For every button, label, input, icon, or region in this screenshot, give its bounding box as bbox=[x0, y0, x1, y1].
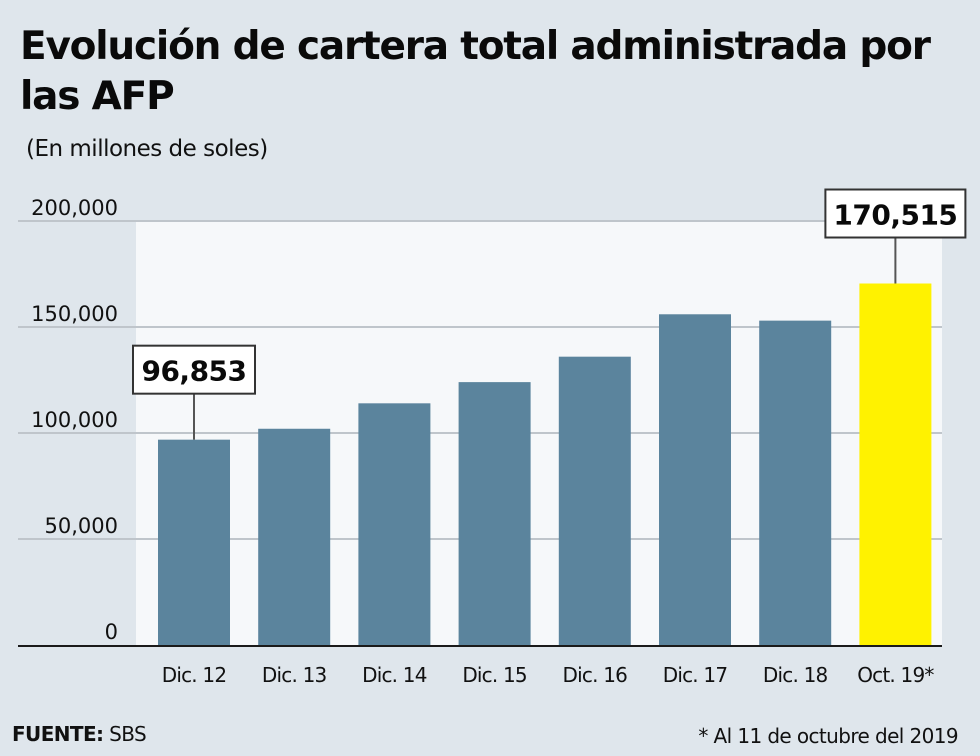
chart-subtitle: (En millones de soles) bbox=[26, 136, 268, 162]
bar bbox=[759, 320, 832, 645]
callout-box bbox=[132, 344, 256, 395]
x-tick-label: Dic. 15 bbox=[462, 663, 527, 687]
y-axis-ticks: 0 50,000 100,000 150,000 200,000 bbox=[31, 196, 118, 644]
x-tick-label: Dic. 18 bbox=[763, 663, 828, 687]
bar bbox=[659, 314, 731, 645]
x-axis-labels: Dic. 12 Dic. 13 Dic. 14 Dic. 15 Dic. 16 Dic. … bbox=[162, 663, 935, 687]
y-tick-label: 50,000 bbox=[45, 514, 118, 538]
source-label: FUENTE: bbox=[12, 722, 104, 746]
source-value: SBS bbox=[109, 722, 147, 746]
bar bbox=[158, 439, 230, 645]
y-tick-label: 0 bbox=[105, 620, 118, 644]
data-label: 170,515 bbox=[833, 199, 957, 232]
callout: 170,515 bbox=[824, 188, 967, 284]
bar bbox=[558, 356, 631, 645]
x-tick-label: Dic. 17 bbox=[663, 663, 728, 687]
x-tick-label: Dic. 16 bbox=[563, 663, 628, 687]
callout: 96,853 bbox=[132, 344, 256, 440]
source-note: FUENTE: SBS bbox=[12, 722, 147, 746]
chart-title: Evolución de cartera total administrada … bbox=[20, 24, 931, 119]
footnote: * Al 11 de octubre del 2019 bbox=[698, 724, 958, 748]
x-tick-label: Dic. 14 bbox=[362, 663, 427, 687]
callout-box bbox=[824, 188, 967, 239]
y-tick-label: 200,000 bbox=[31, 196, 118, 220]
x-tick-label: Dic. 13 bbox=[262, 663, 327, 687]
bar bbox=[358, 403, 431, 645]
bar bbox=[859, 283, 932, 645]
x-tick-label: Dic. 12 bbox=[162, 663, 227, 687]
bar bbox=[258, 428, 331, 645]
callouts: 96,853 170,515 bbox=[132, 188, 967, 440]
bar bbox=[458, 382, 531, 645]
x-tick-label: Oct. 19* bbox=[857, 663, 934, 687]
y-tick-label: 150,000 bbox=[31, 302, 118, 326]
y-tick-label: 100,000 bbox=[31, 408, 118, 432]
data-label: 96,853 bbox=[141, 355, 246, 388]
bars bbox=[158, 283, 932, 645]
